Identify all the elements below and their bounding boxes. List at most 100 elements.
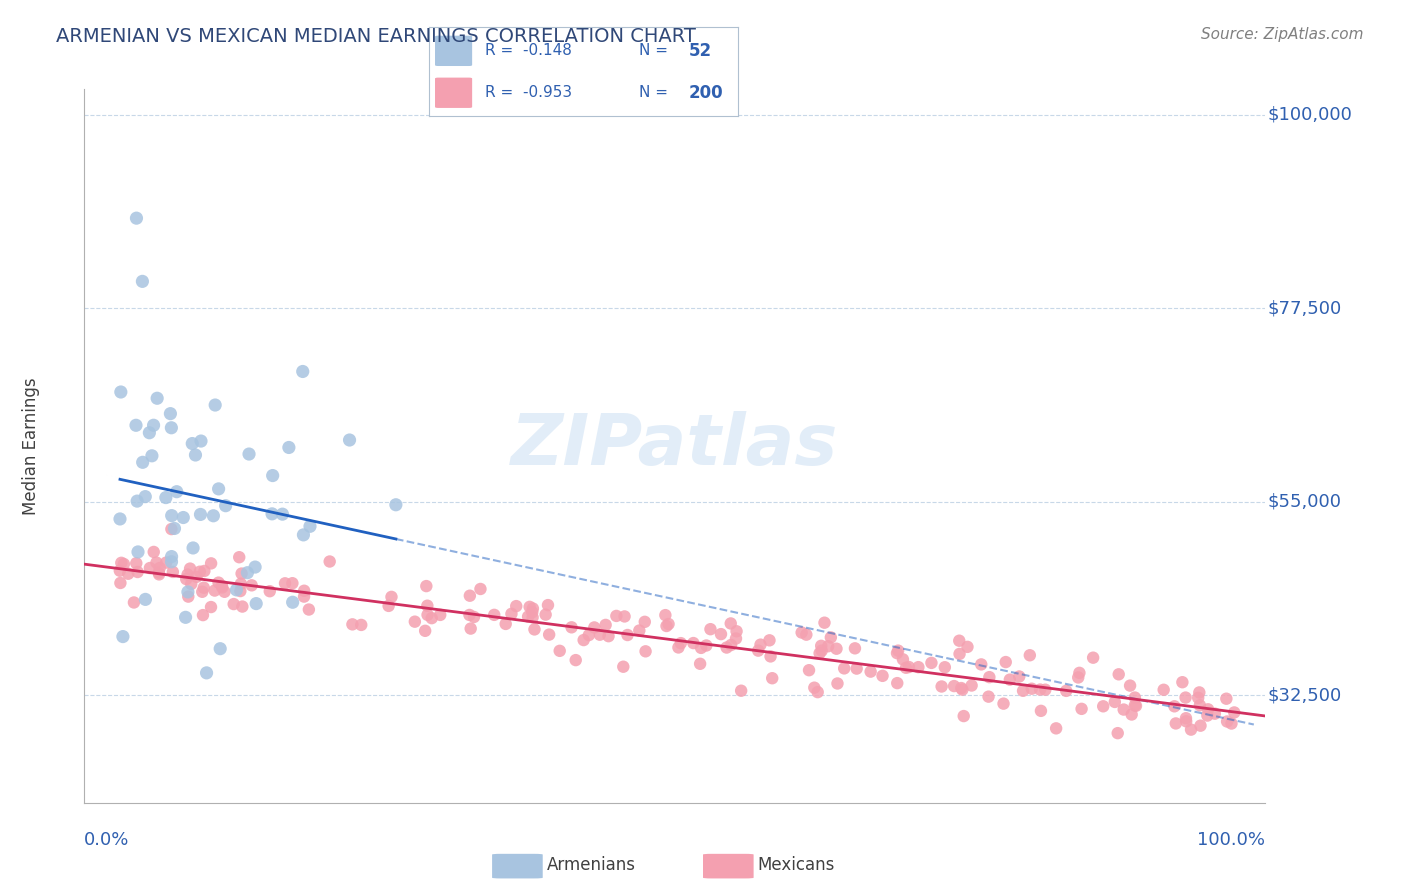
Point [1092, 699, 1115, 714]
Point [159, 407, 181, 421]
Point [612, 659, 634, 673]
Point [245, 597, 267, 611]
Text: Median Earnings: Median Earnings [22, 377, 41, 515]
Point [125, 556, 148, 570]
Point [628, 624, 651, 638]
Point [350, 618, 373, 632]
Point [1187, 690, 1209, 705]
Point [943, 679, 966, 693]
Point [794, 628, 817, 642]
Point [724, 632, 747, 646]
Point [1123, 690, 1146, 705]
Point [1021, 681, 1043, 696]
Point [122, 595, 145, 609]
Point [259, 584, 281, 599]
Point [886, 676, 908, 690]
Text: 100.0%: 100.0% [1198, 831, 1265, 849]
Point [1220, 716, 1243, 731]
Point [891, 652, 914, 666]
Point [110, 576, 132, 591]
Point [145, 556, 167, 570]
Point [142, 418, 165, 433]
Point [1204, 706, 1226, 721]
Point [163, 521, 186, 535]
Point [318, 554, 340, 568]
Point [948, 647, 970, 661]
Point [654, 608, 676, 623]
Point [613, 609, 636, 624]
Point [211, 581, 233, 595]
Point [817, 639, 839, 653]
Point [956, 640, 979, 654]
Point [139, 561, 162, 575]
Point [710, 627, 733, 641]
Point [758, 633, 780, 648]
Point [174, 572, 197, 586]
Point [177, 585, 200, 599]
Point [657, 617, 679, 632]
Point [572, 633, 595, 648]
Point [1188, 698, 1211, 713]
Point [1029, 682, 1052, 697]
Point [292, 590, 315, 604]
Point [148, 567, 170, 582]
Point [960, 679, 983, 693]
Point [844, 641, 866, 656]
Point [415, 579, 437, 593]
Point [1123, 698, 1146, 713]
FancyBboxPatch shape [434, 36, 472, 66]
Point [1215, 691, 1237, 706]
Point [222, 597, 245, 611]
Point [238, 447, 260, 461]
Point [377, 599, 399, 613]
Point [211, 579, 233, 593]
Point [897, 660, 920, 674]
Point [598, 629, 620, 643]
Point [1197, 702, 1219, 716]
Point [195, 665, 218, 680]
Point [810, 639, 832, 653]
Point [720, 638, 742, 652]
Point [190, 434, 212, 448]
FancyBboxPatch shape [703, 854, 754, 879]
Point [127, 565, 149, 579]
Point [1045, 722, 1067, 736]
Point [505, 599, 527, 613]
Point [134, 592, 156, 607]
Text: $77,500: $77,500 [1268, 300, 1341, 318]
Point [519, 599, 541, 614]
Point [231, 566, 253, 581]
Point [385, 498, 408, 512]
Point [690, 640, 713, 655]
Point [281, 576, 304, 591]
Point [1153, 682, 1175, 697]
Point [979, 670, 1001, 684]
Point [825, 641, 848, 656]
Point [682, 636, 704, 650]
Point [181, 436, 204, 450]
Point [998, 673, 1021, 687]
Text: $55,000: $55,000 [1268, 493, 1341, 511]
Point [1163, 699, 1185, 714]
Point [380, 590, 402, 604]
Point [894, 661, 917, 675]
Point [1012, 683, 1035, 698]
Point [1197, 708, 1219, 723]
Point [429, 607, 451, 622]
Point [952, 709, 974, 723]
Text: R =  -0.148: R = -0.148 [485, 44, 571, 58]
Point [177, 590, 200, 604]
Point [1107, 726, 1129, 740]
Point [716, 640, 738, 655]
Point [1180, 723, 1202, 737]
Point [1067, 670, 1090, 684]
Point [523, 623, 546, 637]
Point [291, 364, 314, 378]
Text: ZIPatlas: ZIPatlas [512, 411, 838, 481]
Point [484, 607, 506, 622]
Point [886, 646, 908, 660]
Point [561, 620, 583, 634]
Point [110, 556, 132, 570]
Point [695, 639, 717, 653]
Point [1054, 684, 1077, 698]
